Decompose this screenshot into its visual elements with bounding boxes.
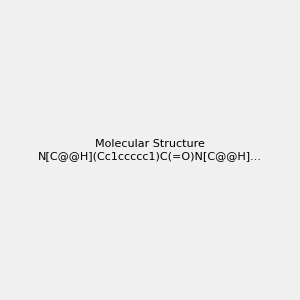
- Text: Molecular Structure
N[C@@H](Cc1ccccc1)C(=O)N[C@@H]...: Molecular Structure N[C@@H](Cc1ccccc1)C(…: [38, 139, 262, 161]
